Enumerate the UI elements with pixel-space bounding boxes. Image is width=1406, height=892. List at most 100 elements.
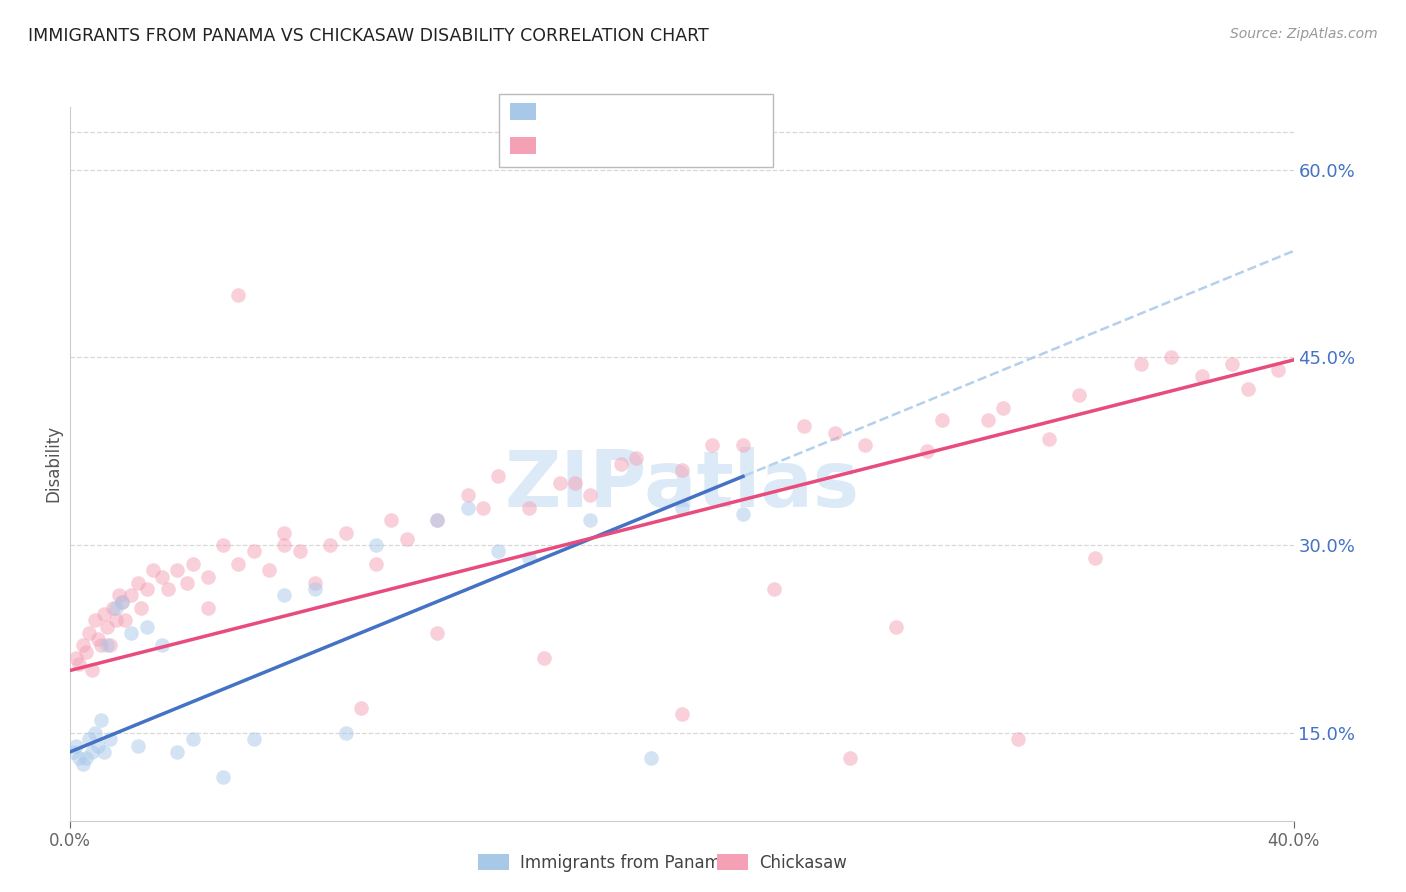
Point <box>101 600 124 615</box>
Point <box>72 757 94 772</box>
Point <box>426 513 449 527</box>
Point <box>83 726 105 740</box>
Point <box>135 619 157 633</box>
Point <box>288 544 311 558</box>
Point <box>671 707 693 722</box>
Point <box>129 600 152 615</box>
Text: Immigrants from Panama: Immigrants from Panama <box>520 855 731 872</box>
Point <box>127 739 149 753</box>
Point <box>884 619 907 633</box>
Point <box>90 639 112 653</box>
Text: ZIPatlas: ZIPatlas <box>505 447 859 524</box>
Point <box>228 288 250 302</box>
Point <box>212 770 235 784</box>
Point <box>991 401 1014 415</box>
Point <box>135 582 157 596</box>
Point <box>243 732 266 747</box>
Point <box>1267 363 1289 377</box>
Point <box>150 569 173 583</box>
Point <box>87 632 110 646</box>
Point <box>72 639 94 653</box>
Point <box>640 751 662 765</box>
Point <box>166 563 188 577</box>
Point <box>121 625 143 640</box>
Point <box>197 569 219 583</box>
Point <box>319 538 342 552</box>
Point <box>243 544 266 558</box>
Point <box>671 463 693 477</box>
Point <box>108 588 131 602</box>
Point <box>931 413 953 427</box>
Point <box>1084 550 1107 565</box>
Point <box>127 575 149 590</box>
Point <box>304 582 326 596</box>
Point <box>366 557 388 571</box>
Text: IMMIGRANTS FROM PANAMA VS CHICKASAW DISABILITY CORRELATION CHART: IMMIGRANTS FROM PANAMA VS CHICKASAW DISA… <box>28 27 709 45</box>
Point <box>733 507 755 521</box>
Point <box>457 500 479 515</box>
Y-axis label: Disability: Disability <box>44 425 62 502</box>
Point <box>150 639 173 653</box>
Point <box>121 588 143 602</box>
Text: Source: ZipAtlas.com: Source: ZipAtlas.com <box>1230 27 1378 41</box>
Point <box>335 525 357 540</box>
Point <box>1038 432 1060 446</box>
Point <box>87 739 110 753</box>
Point <box>93 607 115 621</box>
Point <box>517 500 540 515</box>
Point <box>1129 357 1152 371</box>
Point <box>96 619 118 633</box>
Point <box>1069 388 1091 402</box>
Point <box>517 550 540 565</box>
Point <box>1160 351 1182 365</box>
Point <box>105 613 128 627</box>
Point <box>533 651 555 665</box>
Point <box>824 425 846 440</box>
Point <box>915 444 938 458</box>
Point <box>69 657 91 672</box>
Point <box>426 625 449 640</box>
Point <box>166 745 188 759</box>
Point <box>472 500 495 515</box>
Point <box>457 488 479 502</box>
Point <box>65 739 87 753</box>
Point <box>1236 382 1258 396</box>
Point <box>90 714 112 728</box>
Point <box>1222 357 1244 371</box>
Point <box>335 726 357 740</box>
Point <box>65 651 87 665</box>
Point <box>380 513 402 527</box>
Point <box>77 625 100 640</box>
Point <box>62 745 84 759</box>
Point <box>273 525 295 540</box>
Point <box>839 751 862 765</box>
Point <box>181 732 204 747</box>
Point <box>93 745 115 759</box>
Text: Chickasaw: Chickasaw <box>759 855 846 872</box>
Point <box>350 701 373 715</box>
Point <box>395 532 418 546</box>
Point <box>488 469 510 483</box>
Point <box>111 594 134 608</box>
Point <box>105 600 128 615</box>
Point <box>142 563 165 577</box>
Point <box>624 450 647 465</box>
Point <box>273 588 295 602</box>
Point <box>80 664 103 678</box>
Point <box>176 575 198 590</box>
Point <box>610 457 633 471</box>
Point <box>548 475 571 490</box>
Point <box>671 500 693 515</box>
Point <box>98 732 121 747</box>
Point <box>212 538 235 552</box>
Point <box>96 639 118 653</box>
Text: R = 0.496   N = 80: R = 0.496 N = 80 <box>544 142 728 160</box>
Point <box>579 488 602 502</box>
Point <box>228 557 250 571</box>
Point <box>98 639 121 653</box>
Point <box>793 419 815 434</box>
Point <box>111 594 134 608</box>
Text: R = 0.543   N = 35: R = 0.543 N = 35 <box>544 108 728 126</box>
Point <box>1007 732 1029 747</box>
Point <box>855 438 877 452</box>
